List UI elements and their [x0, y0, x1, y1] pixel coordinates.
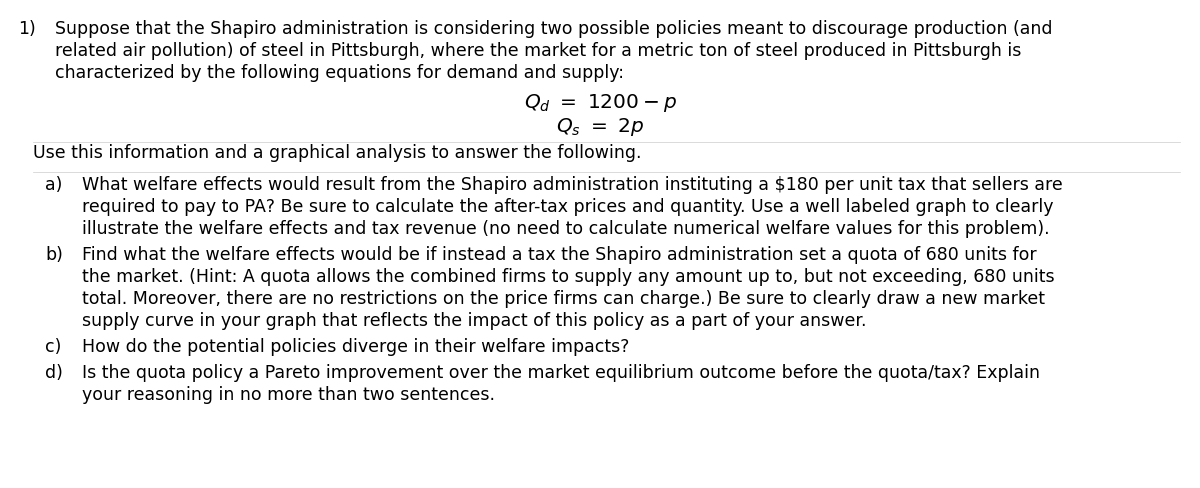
Text: 1): 1) [18, 20, 36, 38]
Text: Suppose that the Shapiro administration is considering two possible policies mea: Suppose that the Shapiro administration … [55, 20, 1052, 38]
Text: illustrate the welfare effects and tax revenue (no need to calculate numerical w: illustrate the welfare effects and tax r… [82, 220, 1050, 238]
Text: required to pay to PA? Be sure to calculate the after-tax prices and quantity. U: required to pay to PA? Be sure to calcul… [82, 198, 1054, 216]
Text: $Q_s\ =\ 2p$: $Q_s\ =\ 2p$ [556, 116, 644, 138]
Text: Find what the welfare effects would be if instead a tax the Shapiro administrati: Find what the welfare effects would be i… [82, 246, 1037, 264]
Text: d): d) [46, 364, 62, 382]
Text: characterized by the following equations for demand and supply:: characterized by the following equations… [55, 64, 624, 82]
Text: related air pollution) of steel in Pittsburgh, where the market for a metric ton: related air pollution) of steel in Pitts… [55, 42, 1021, 60]
Text: $Q_d\ =\ 1200-p$: $Q_d\ =\ 1200-p$ [523, 92, 677, 114]
Text: a): a) [46, 176, 62, 194]
Text: the market. (Hint: A quota allows the combined firms to supply any amount up to,: the market. (Hint: A quota allows the co… [82, 268, 1055, 286]
Text: How do the potential policies diverge in their welfare impacts?: How do the potential policies diverge in… [82, 338, 629, 356]
Text: your reasoning in no more than two sentences.: your reasoning in no more than two sente… [82, 386, 496, 404]
Text: What welfare effects would result from the Shapiro administration instituting a : What welfare effects would result from t… [82, 176, 1063, 194]
Text: total. Moreover, there are no restrictions on the price firms can charge.) Be su: total. Moreover, there are no restrictio… [82, 290, 1045, 308]
Text: supply curve in your graph that reflects the impact of this policy as a part of : supply curve in your graph that reflects… [82, 312, 866, 330]
Text: Is the quota policy a Pareto improvement over the market equilibrium outcome bef: Is the quota policy a Pareto improvement… [82, 364, 1040, 382]
Text: Use this information and a graphical analysis to answer the following.: Use this information and a graphical ana… [34, 144, 642, 162]
Text: b): b) [46, 246, 62, 264]
Text: c): c) [46, 338, 61, 356]
